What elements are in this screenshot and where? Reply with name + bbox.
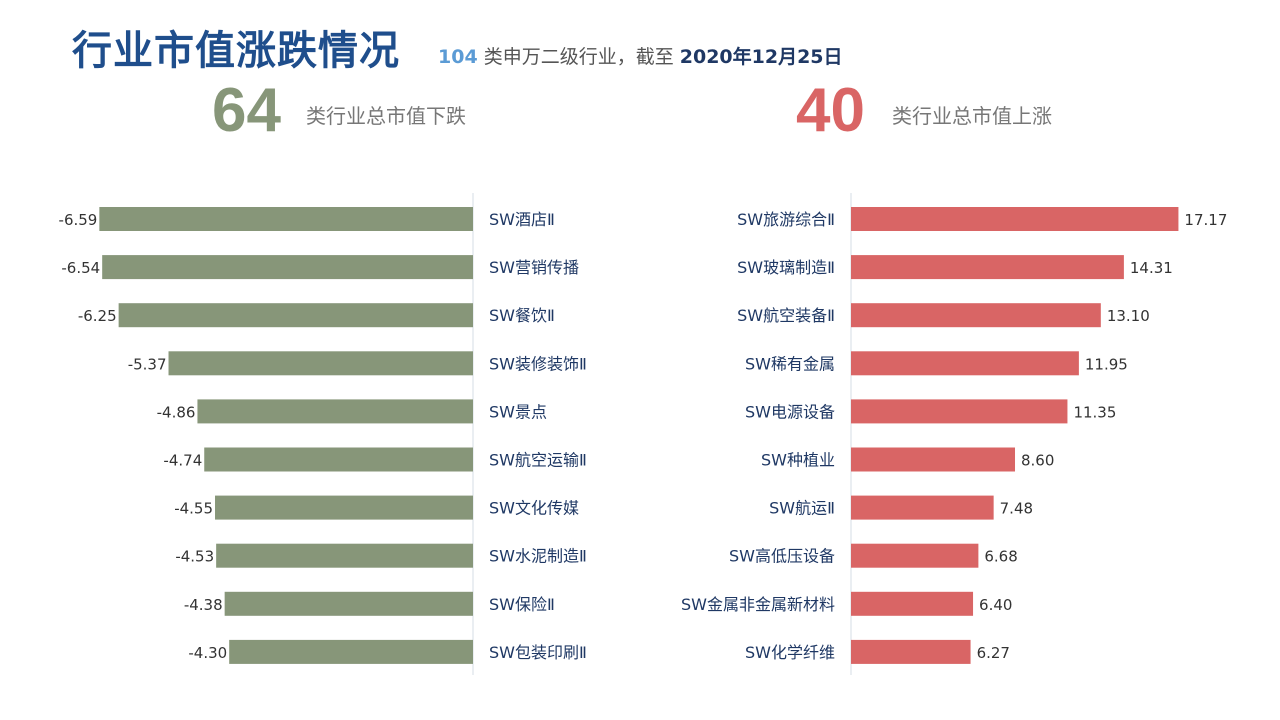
up-category-label: SW种植业: [761, 451, 835, 470]
down-value-label: -4.53: [175, 548, 214, 566]
down-value-label: -4.30: [188, 644, 227, 662]
page-title: 行业市值涨跌情况: [72, 28, 400, 74]
up-category-label: SW航运Ⅱ: [769, 499, 835, 518]
up-category-label: SW稀有金属: [745, 354, 835, 373]
up-value-label: 17.17: [1184, 211, 1227, 229]
up-category-label: SW高低压设备: [729, 547, 835, 566]
down-bar: [224, 591, 473, 616]
down-bar: [168, 351, 473, 376]
down-count-label: 类行业总市值下跌: [306, 104, 466, 128]
up-category-label: SW玻璃制造Ⅱ: [737, 258, 835, 277]
up-category-label: SW旅游综合Ⅱ: [737, 210, 835, 229]
down-category-label: SW包装印刷Ⅱ: [489, 643, 587, 662]
down-bar: [204, 447, 473, 472]
up-category-label: SW化学纤维: [745, 643, 835, 662]
up-value-label: 6.40: [979, 596, 1012, 614]
subtitle-date: 2020年12月25日: [679, 46, 843, 68]
up-bar: [851, 543, 979, 568]
down-value-label: -6.25: [78, 307, 117, 325]
down-category-label: SW保险Ⅱ: [489, 595, 555, 614]
up-category-label: SW金属非金属新材料: [681, 595, 835, 614]
down-value-label: -5.37: [128, 355, 167, 373]
down-bar: [215, 495, 473, 520]
page-subtitle: 104 类申万二级行业，截至 2020年12月25日: [438, 42, 843, 69]
down-value-label: -4.74: [163, 452, 202, 470]
down-count: 64: [212, 76, 281, 145]
up-bar: [851, 399, 1068, 424]
down-value-label: -4.86: [157, 403, 196, 421]
down-bar: [216, 543, 474, 568]
subtitle-text: 类申万二级行业，截至: [477, 46, 680, 68]
up-value-label: 6.68: [984, 548, 1017, 566]
down-category-label: SW文化传媒: [489, 499, 579, 518]
up-category-label: SW航空装备Ⅱ: [737, 306, 835, 325]
up-value-label: 7.48: [1000, 500, 1033, 518]
down-category-label: SW航空运输Ⅱ: [489, 451, 587, 470]
up-count-label: 类行业总市值上涨: [892, 104, 1052, 128]
up-value-label: 6.27: [977, 644, 1010, 662]
up-value-label: 11.35: [1073, 403, 1116, 421]
up-bar: [851, 591, 974, 616]
down-bar: [102, 255, 473, 280]
down-value-label: -6.59: [59, 211, 98, 229]
down-category-label: SW景点: [489, 402, 547, 421]
up-value-label: 14.31: [1130, 259, 1173, 277]
down-bar: [118, 303, 473, 328]
down-category-label: SW酒店Ⅱ: [489, 210, 555, 229]
down-category-label: SW餐饮Ⅱ: [489, 306, 555, 325]
up-value-label: 13.10: [1107, 307, 1150, 325]
up-value-label: 8.60: [1021, 452, 1054, 470]
up-value-label: 11.95: [1085, 355, 1128, 373]
up-bar: [851, 351, 1079, 376]
down-category-label: SW装修装饰Ⅱ: [489, 354, 587, 373]
down-bar: [99, 207, 474, 231]
up-bar: [851, 255, 1124, 280]
down-value-label: -4.55: [174, 500, 213, 518]
up-bar: [851, 303, 1101, 328]
down-bar: [197, 399, 474, 424]
up-count: 40: [796, 76, 865, 145]
up-category-label: SW电源设备: [745, 402, 835, 421]
down-value-label: -4.38: [184, 596, 223, 614]
down-category-label: SW营销传播: [489, 258, 579, 277]
down-bar: [229, 639, 473, 664]
up-bar: [851, 447, 1016, 472]
down-value-label: -6.54: [61, 259, 100, 277]
subtitle-count: 104: [438, 46, 478, 68]
down-category-label: SW水泥制造Ⅱ: [489, 547, 587, 566]
up-bar: [851, 207, 1179, 231]
up-bar: [851, 639, 971, 664]
up-bar: [851, 495, 994, 520]
